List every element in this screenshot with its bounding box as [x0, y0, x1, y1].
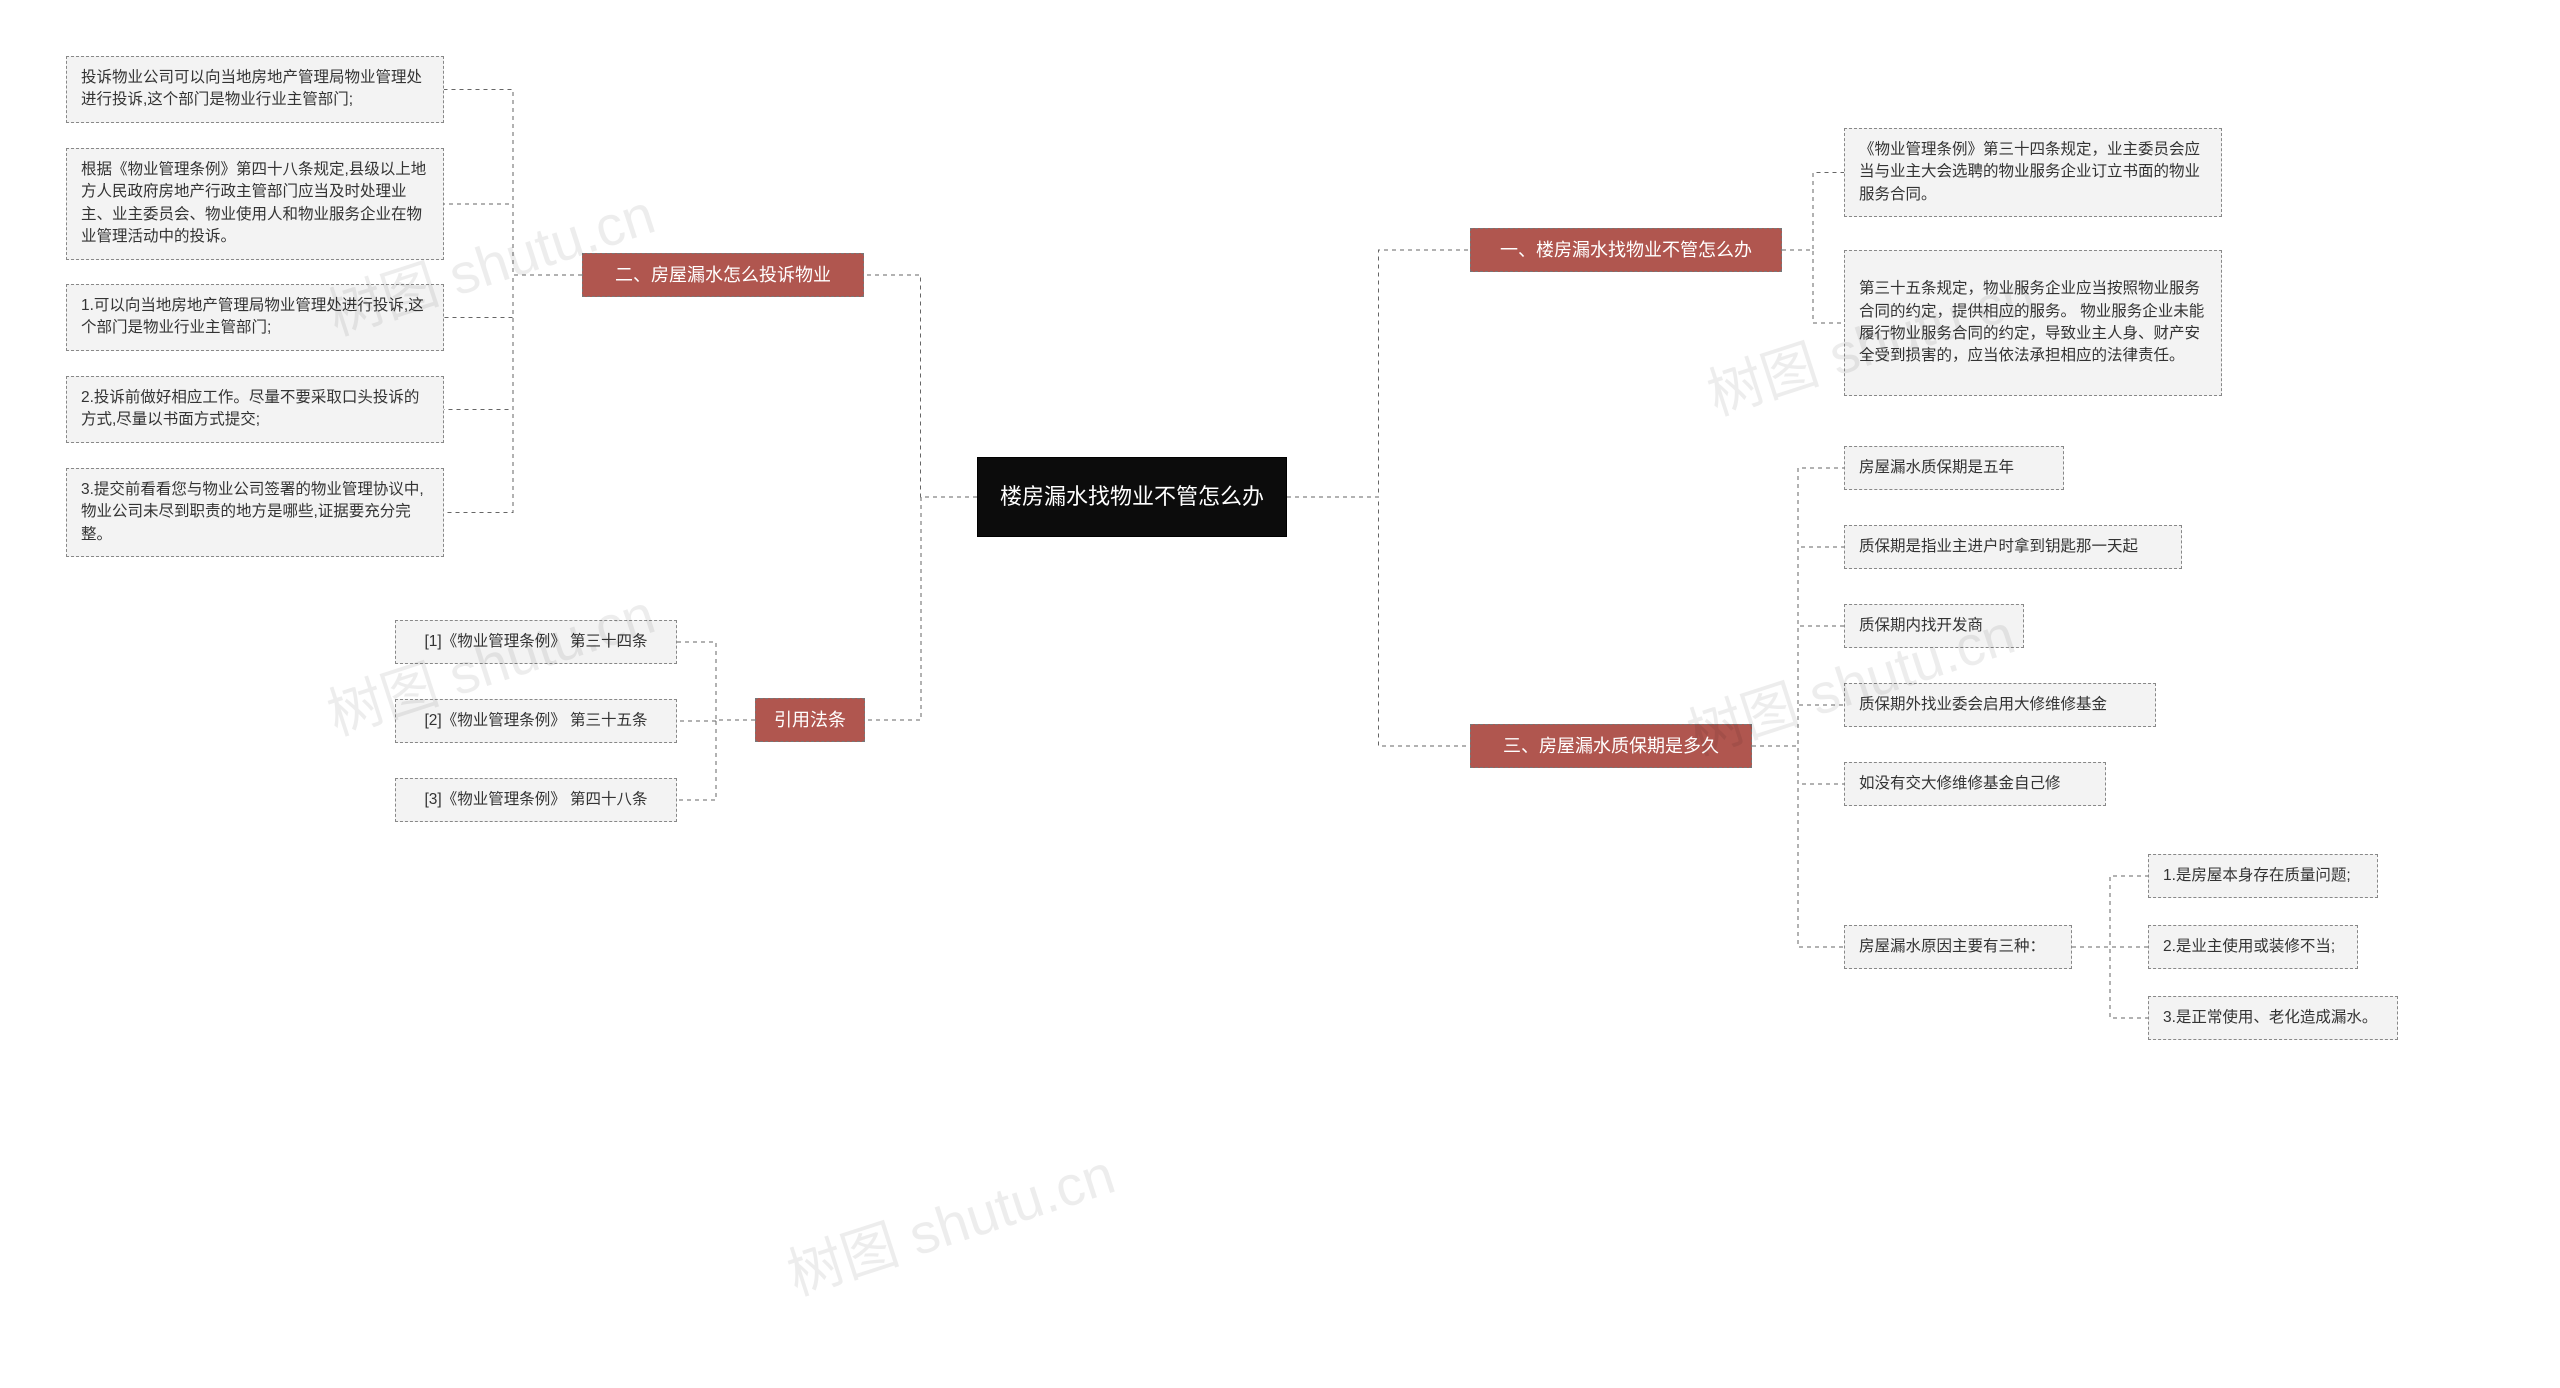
leaf-node: 3.提交前看看您与物业公司签署的物业管理协议中,物业公司未尽到职责的地方是哪些,… [66, 468, 444, 557]
branch-node: 一、楼房漏水找物业不管怎么办 [1470, 228, 1782, 272]
leaf-node: 根据《物业管理条例》第四十八条规定,县级以上地方人民政府房地产行政主管部门应当及… [66, 148, 444, 260]
leaf-node: 质保期是指业主进户时拿到钥匙那一天起 [1844, 525, 2182, 569]
branch-node: 三、房屋漏水质保期是多久 [1470, 724, 1752, 768]
mindmap-canvas: 楼房漏水找物业不管怎么办 一、楼房漏水找物业不管怎么办三、房屋漏水质保期是多久 二、… [0, 0, 2560, 1388]
branch-node: 二、房屋漏水怎么投诉物业 [582, 253, 864, 297]
leaf-node: 2.是业主使用或装修不当; [2148, 925, 2358, 969]
branch-node: 引用法条 [755, 698, 865, 742]
leaf-node: 2.投诉前做好相应工作。尽量不要采取口头投诉的方式,尽量以书面方式提交; [66, 376, 444, 443]
leaf-node: [3]《物业管理条例》 第四十八条 [395, 778, 677, 822]
watermark: 树图 shutu.cn [776, 1130, 1124, 1312]
leaf-node: 第三十五条规定，物业服务企业应当按照物业服务合同的约定，提供相应的服务。 物业服… [1844, 250, 2222, 396]
root-node: 楼房漏水找物业不管怎么办 [977, 457, 1287, 537]
leaf-node: 质保期内找开发商 [1844, 604, 2024, 648]
leaf-node: [2]《物业管理条例》 第三十五条 [395, 699, 677, 743]
leaf-node: 《物业管理条例》第三十四条规定，业主委员会应当与业主大会选聘的物业服务企业订立书… [1844, 128, 2222, 217]
leaf-node: 1.可以向当地房地产管理局物业管理处进行投诉,这个部门是物业行业主管部门; [66, 284, 444, 351]
leaf-node: 质保期外找业委会启用大修维修基金 [1844, 683, 2156, 727]
leaf-node: 1.是房屋本身存在质量问题; [2148, 854, 2378, 898]
leaf-node: 房屋漏水质保期是五年 [1844, 446, 2064, 490]
leaf-node: 房屋漏水原因主要有三种： [1844, 925, 2072, 969]
leaf-node: 3.是正常使用、老化造成漏水。 [2148, 996, 2398, 1040]
leaf-node: 投诉物业公司可以向当地房地产管理局物业管理处进行投诉,这个部门是物业行业主管部门… [66, 56, 444, 123]
leaf-node: 如没有交大修维修基金自己修 [1844, 762, 2106, 806]
leaf-node: [1]《物业管理条例》 第三十四条 [395, 620, 677, 664]
